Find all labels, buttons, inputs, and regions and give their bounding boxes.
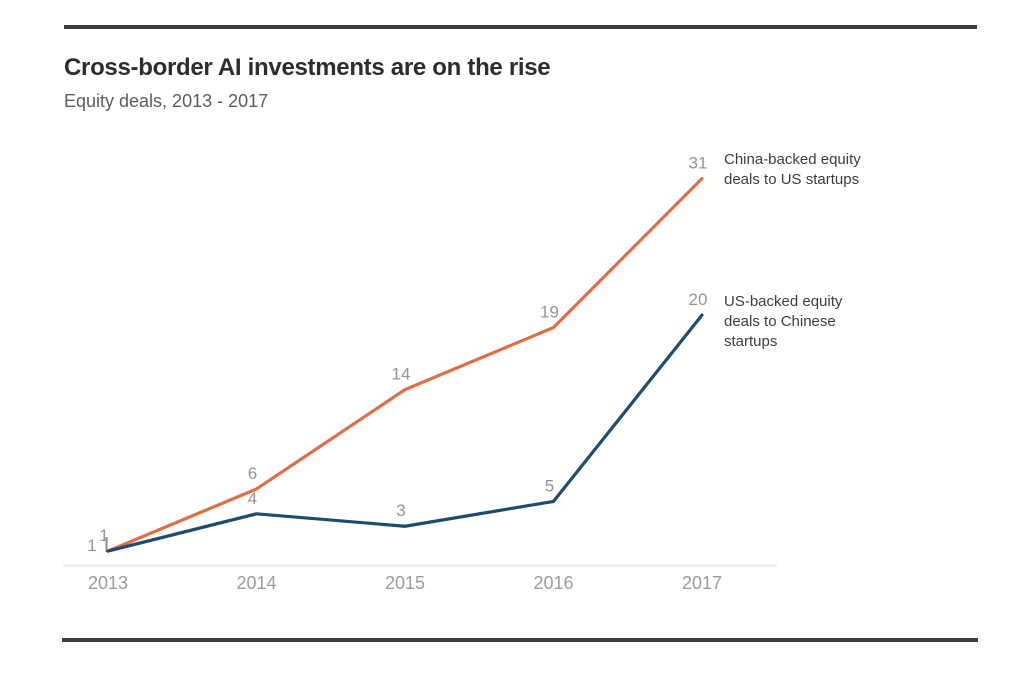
x-axis-label: 2013	[88, 573, 128, 593]
series-line-china	[106, 176, 704, 553]
bottom-rule	[62, 638, 978, 642]
data-label: 1	[99, 526, 108, 545]
data-label: 4	[248, 489, 257, 508]
x-axis-label: 2015	[385, 573, 425, 593]
legend-us-backed: US-backed equity deals to Chinese startu…	[724, 293, 843, 350]
x-axis-label: 2017	[682, 573, 722, 593]
x-axis-label: 2014	[236, 573, 276, 593]
data-label: 20	[689, 290, 708, 309]
data-label: 6	[248, 464, 257, 483]
legend-china-backed: China-backed equity deals to US startups	[724, 151, 861, 188]
page-title: Cross-border AI investments are on the r…	[64, 54, 551, 81]
top-rule	[64, 25, 977, 29]
page-subtitle: Equity deals, 2013 - 2017	[64, 91, 269, 111]
data-label: 31	[689, 153, 708, 172]
data-label: 1	[87, 536, 96, 555]
series-line-us	[106, 313, 704, 553]
data-label: 14	[392, 365, 411, 384]
data-label: 19	[540, 303, 559, 322]
data-label: 3	[396, 501, 405, 520]
x-axis-label: 2016	[533, 573, 573, 593]
data-label: 5	[545, 476, 554, 495]
